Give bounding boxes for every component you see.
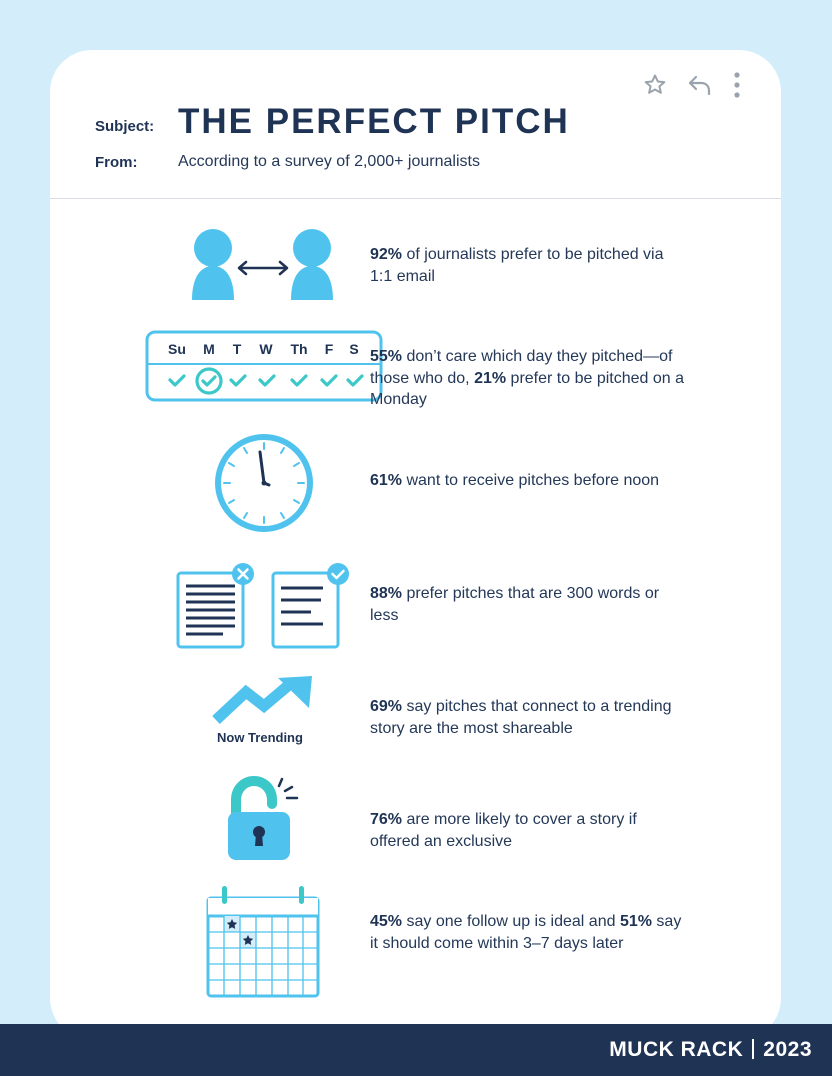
- stat-length: 88% prefer pitches that are 300 words or…: [370, 585, 660, 624]
- stat-time: 61% want to receive pitches before noon: [370, 472, 660, 489]
- from-text: According to a survey of 2,000+ journali…: [178, 153, 480, 170]
- people-email-icon: [192, 229, 333, 300]
- weekday-label: Th: [290, 341, 307, 357]
- stat-email: 92% of journalists prefer to be pitched …: [370, 246, 664, 285]
- weekday-label: W: [259, 341, 273, 357]
- trend-label: Now Trending: [217, 730, 303, 745]
- from-label: From:: [95, 154, 138, 171]
- subject-label: Subject:: [95, 118, 155, 135]
- stat-day: 55% don’t care which day they pitched—of…: [370, 348, 685, 408]
- stat-followup: 45% say one follow up is ideal and 51% s…: [370, 913, 682, 952]
- stat-trending: 69% say pitches that connect to a trendi…: [370, 698, 672, 737]
- star-icon[interactable]: [643, 73, 667, 97]
- reply-icon[interactable]: [687, 73, 713, 97]
- stat-exclusive: 76% are more likely to cover a story if …: [370, 811, 637, 850]
- weekday-label: F: [325, 341, 334, 357]
- brand-logo: MUCK RACK 2023: [609, 1038, 812, 1061]
- weekday-label: S: [349, 341, 358, 357]
- weekday-label: T: [233, 341, 242, 357]
- calendar-icon: [206, 886, 320, 998]
- padlock-icon: [228, 776, 299, 860]
- divider: [50, 198, 781, 199]
- more-icon[interactable]: [733, 72, 741, 98]
- email-actions: [643, 72, 741, 98]
- weekday-label: M: [203, 341, 215, 357]
- email-card: Subject: THE PERFECT PITCH From: Accordi…: [50, 50, 781, 1040]
- weekdays-icon: Su M T W Th F S: [145, 330, 383, 402]
- footer: MUCK RACK 2023: [0, 1024, 832, 1076]
- documents-icon: [176, 563, 349, 649]
- page-title: THE PERFECT PITCH: [178, 102, 570, 141]
- trending-icon: [212, 676, 312, 725]
- clock-icon: [215, 434, 313, 532]
- weekday-label: Su: [168, 341, 186, 357]
